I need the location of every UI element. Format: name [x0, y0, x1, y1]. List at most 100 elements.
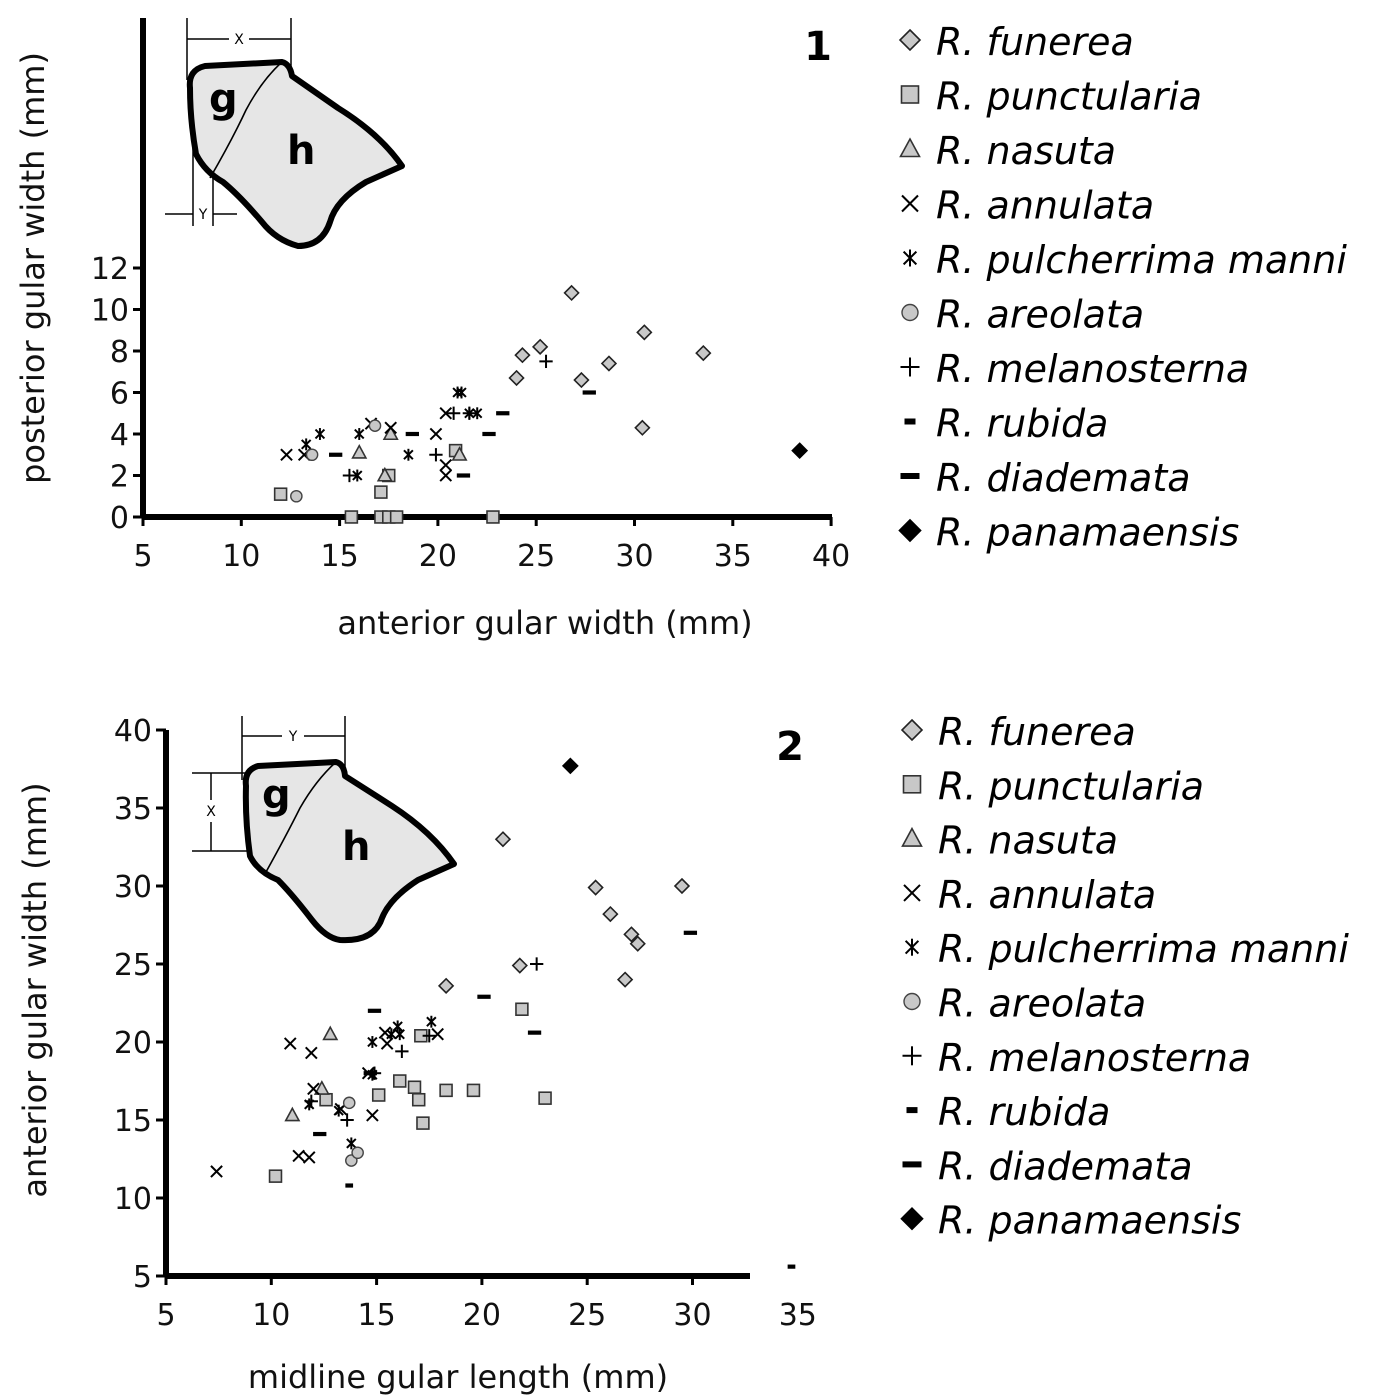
data-point-diademata: [456, 473, 471, 478]
legend-item-melanosterna: R. melanosterna: [900, 347, 1249, 391]
data-point-pulcherrima: [394, 1028, 405, 1041]
x-tick-label: 40: [812, 539, 850, 574]
legend-label-funerea: R. funerea: [936, 20, 1134, 64]
data-point-annulata: [292, 1149, 305, 1163]
legend-label-punctularia: R. punctularia: [936, 75, 1202, 119]
data-point-funerea: [508, 369, 525, 387]
legend-label-rubida: R. rubida: [936, 402, 1108, 446]
scatter-panel-1: X Y g h 5 10 15 20 25 30 35 40 0 2 4 6 8 10 12 1 anter…: [14, 18, 1347, 642]
data-point-rubida: [345, 1183, 354, 1188]
legend-1: R. funerea R. punctularia R. nasuta R. annu…: [898, 20, 1347, 555]
data-point-punctularia: [273, 487, 288, 501]
data-point-annulata: [210, 1165, 223, 1178]
legend-item-nasuta: R. nasuta: [899, 129, 1116, 173]
legend-label-areolata: R. areolata: [936, 293, 1144, 337]
legend-marker-rubida: [906, 1107, 918, 1114]
data-point-diademata: [477, 994, 491, 999]
legend-label-melanosterna: R. melanosterna: [936, 347, 1249, 391]
legend-label-annulata: R. annulata: [938, 873, 1156, 917]
data-point-pulcherrima: [367, 1036, 378, 1048]
legend-marker-punctularia: [902, 774, 922, 794]
data-point-diademata: [582, 390, 596, 395]
legend-item-pulcherrima: R. pulcherrima manni: [902, 238, 1347, 282]
data-point-funerea: [532, 338, 549, 355]
data-point-nasuta: [451, 446, 468, 461]
x-tick-label: 35: [779, 1298, 817, 1333]
data-point-annulata: [280, 448, 293, 462]
inset-dim-label-x: X: [234, 32, 244, 48]
data-point-diademata: [482, 431, 496, 437]
panel-label-2: 2: [776, 724, 804, 770]
data-point-funerea: [600, 355, 618, 372]
legend-marker-pulcherrima: [904, 938, 920, 956]
legend-label-panamaensis: R. panamaensis: [936, 511, 1239, 555]
data-point-funerea: [587, 879, 604, 896]
legend-item-pulcherrima: R. pulcherrima manni: [904, 927, 1349, 971]
data-point-punctularia: [486, 510, 500, 524]
legend-label-punctularia: R. punctularia: [938, 764, 1204, 808]
data-point-melanosterna: [422, 1029, 436, 1043]
data-point-diademata: [329, 452, 343, 457]
x-tick-label: 20: [419, 539, 457, 574]
x-tick-label: 30: [673, 1298, 711, 1333]
data-point-diademata: [363, 1071, 377, 1076]
legend-item-panamaensis: R. panamaensis: [900, 1199, 1241, 1243]
data-point-melanosterna: [530, 957, 544, 971]
legend-marker-melanosterna: [902, 1046, 922, 1066]
data-point-funerea: [623, 926, 640, 943]
legend-marker-nasuta: [901, 826, 923, 847]
data-point-pulcherrima: [301, 438, 312, 451]
data-point-melanosterna: [340, 1113, 354, 1127]
data-point-pulcherrima: [352, 469, 363, 482]
legend-label-pulcherrima: R. pulcherrima manni: [936, 238, 1347, 282]
x-tick-label: 20: [463, 1298, 501, 1333]
inset-region-g: g: [209, 76, 238, 122]
data-point-annulata: [307, 1082, 320, 1096]
y-tick-label: 40: [114, 714, 152, 749]
data-point-nasuta: [322, 1025, 339, 1041]
x-tick-label: 5: [133, 539, 152, 574]
data-point-diademata: [405, 431, 419, 437]
legend-item-nasuta: R. nasuta: [901, 819, 1118, 863]
data-point-pulcherrima: [304, 1098, 315, 1111]
legend-marker-pulcherrima: [902, 249, 918, 267]
legend-item-punctularia: R. punctularia: [902, 764, 1204, 808]
data-point-pulcherrima: [456, 386, 467, 399]
legend-label-panamaensis: R. panamaensis: [938, 1199, 1241, 1243]
legend-item-diademata: R. diademata: [900, 456, 1191, 500]
data-point-annulata: [429, 427, 443, 441]
data-point-pulcherrima: [333, 1104, 344, 1117]
legend-marker-diademata: [900, 473, 920, 479]
data-point-punctularia: [319, 1092, 333, 1107]
data-point-funerea: [634, 419, 651, 436]
data-point-melanosterna: [539, 354, 553, 369]
x-tick-label: 35: [714, 539, 752, 574]
legend-marker-punctularia: [900, 85, 920, 104]
x-tick-label: 25: [517, 539, 555, 574]
legend-item-areolata: R. areolata: [903, 982, 1146, 1026]
data-point-punctularia: [538, 1091, 552, 1105]
data-point-nasuta: [284, 1106, 301, 1122]
legend-item-punctularia: R. punctularia: [900, 75, 1202, 119]
legend-item-melanosterna: R. melanosterna: [902, 1036, 1251, 1080]
data-point-punctularia: [371, 1088, 386, 1102]
data-point-funerea: [437, 977, 455, 994]
legend-marker-funerea: [900, 718, 924, 742]
data-point-diademata: [683, 930, 698, 935]
data-point-annulata: [384, 421, 398, 435]
inset-dim-label-y: Y: [198, 207, 208, 223]
y-tick-label: 30: [114, 870, 152, 905]
panel-label-1: 1: [804, 24, 832, 70]
legend-item-funerea: R. funerea: [898, 20, 1134, 64]
data-point-melanosterna: [342, 468, 357, 483]
data-point-pulcherrima: [314, 428, 326, 440]
data-point-panamaensis: [561, 757, 579, 775]
legend-label-pulcherrima: R. pulcherrima manni: [938, 927, 1349, 971]
y-axis-label-2: anterior gular width (mm): [16, 782, 54, 1197]
data-point-funerea: [695, 344, 712, 362]
legend-item-annulata: R. annulata: [903, 873, 1156, 917]
legend-item-funerea: R. funerea: [900, 710, 1136, 754]
data-point-annulata: [439, 406, 453, 420]
data-point-annulata: [302, 1151, 316, 1164]
inset-region-h: h: [342, 824, 370, 870]
